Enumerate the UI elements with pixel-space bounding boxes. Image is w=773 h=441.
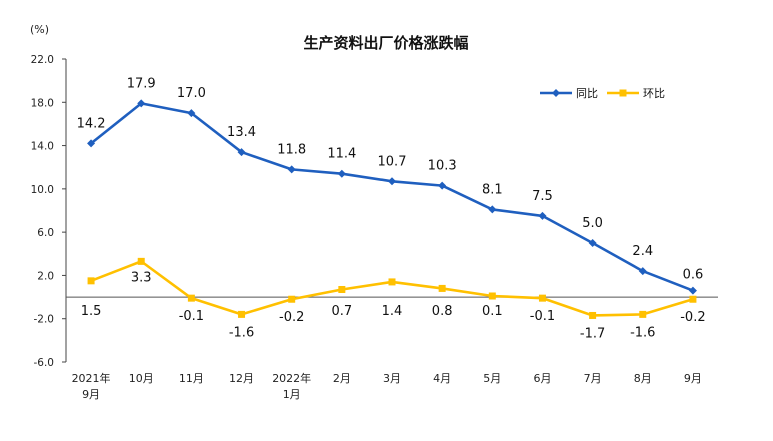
x-tick-label: 10月 [129,372,154,385]
data-label: 7.5 [532,189,553,204]
data-point [237,148,246,157]
x-tick-label: 9月 [684,372,702,385]
data-point [639,310,647,318]
series-line [90,102,694,292]
data-label: 10.3 [428,159,457,174]
x-tick-label: 3月 [383,372,401,385]
data-label: 1.4 [382,304,403,319]
legend-marker [552,89,560,97]
data-label: 3.3 [131,270,152,285]
x-tick-label: 8月 [634,372,652,385]
x-tick-label: 6月 [533,372,551,385]
y-tick-label: 14.0 [31,141,54,153]
data-point [589,311,597,319]
y-tick-label: 6.0 [37,227,54,239]
y-tick-label: 22.0 [31,54,54,66]
data-point [388,177,396,186]
data-point [538,211,547,220]
legend-marker [619,89,627,97]
data-point [287,165,296,174]
x-tick-label: 7月 [584,372,602,385]
data-label: 11.8 [277,142,306,157]
axes [62,58,718,363]
data-label: -1.6 [630,325,655,340]
data-point [688,286,697,295]
data-label: -0.2 [680,310,705,325]
data-point [488,205,497,214]
x-tick-label: 11月 [179,372,204,385]
data-label: 17.0 [177,86,206,101]
data-label: 0.1 [482,304,503,319]
data-point [137,257,145,265]
y-tick-label: 18.0 [31,97,54,109]
x-tick-label: 12月 [229,372,254,385]
y-unit-label: (%) [30,23,49,36]
data-label: 17.9 [127,76,156,91]
x-ticks: 2021年 9月 10月 11月 12月 2022年 1月 2月 3月 4月 5月 6月 7月 8月 9月 [72,371,702,401]
data-label: 8.1 [482,182,503,197]
data-point [87,277,95,285]
data-labels: 14.2 17.9 17.0 13.4 11.8 11.4 10.7 10.3 8.1 7.5 5.… [77,76,706,341]
x-tick-label: 2022年 [272,371,311,385]
data-label: -0.1 [179,309,204,324]
data-point [187,109,196,118]
data-label: 14.2 [77,116,106,131]
y-ticks: 22.0 18.0 14.0 10.0 6.0 2.0 -2.0 -6.0 [31,54,54,369]
x-tick-label: 2月 [333,372,351,385]
data-label: -1.6 [229,325,254,340]
data-point [288,295,296,303]
data-label: 11.4 [327,147,356,162]
data-point [588,238,597,247]
data-label: 0.7 [332,304,353,319]
data-point [338,285,346,293]
data-point [137,99,146,108]
data-label: 0.8 [432,304,453,319]
y-tick-label: -2.0 [34,314,55,326]
legend-label: 同比 [576,87,598,100]
data-point [638,267,647,276]
data-label: 1.5 [81,304,102,319]
x-tick-label: 4月 [433,372,451,385]
data-point [488,292,496,300]
data-point [388,278,396,286]
series-group [87,99,697,319]
data-point [438,181,447,190]
legend: 同比 环比 [540,87,665,100]
data-point [337,169,346,178]
data-point [187,294,195,302]
data-label: -1.7 [580,326,605,341]
data-label: 13.4 [227,125,256,140]
x-tick-label: 9月 [82,388,100,401]
legend-label: 环比 [643,87,665,100]
data-point [87,139,96,148]
data-label: 10.7 [378,154,407,169]
y-tick-label: 2.0 [37,270,54,282]
data-point [438,284,446,292]
chart-title: 生产资料出厂价格涨跌幅 [303,34,468,52]
data-label: 5.0 [582,216,603,231]
data-point [538,294,546,302]
y-tick-label: 10.0 [31,184,54,196]
x-tick-label: 2021年 [72,371,111,385]
x-tick-label: 1月 [283,388,301,401]
y-tick-label: -6.0 [34,357,55,369]
data-label: 0.6 [683,268,704,283]
data-label: -0.1 [530,309,555,324]
data-point [689,295,697,303]
x-tick-label: 5月 [483,372,501,385]
data-label: 2.4 [632,244,653,259]
data-label: -0.2 [279,310,304,325]
data-point [238,310,246,318]
